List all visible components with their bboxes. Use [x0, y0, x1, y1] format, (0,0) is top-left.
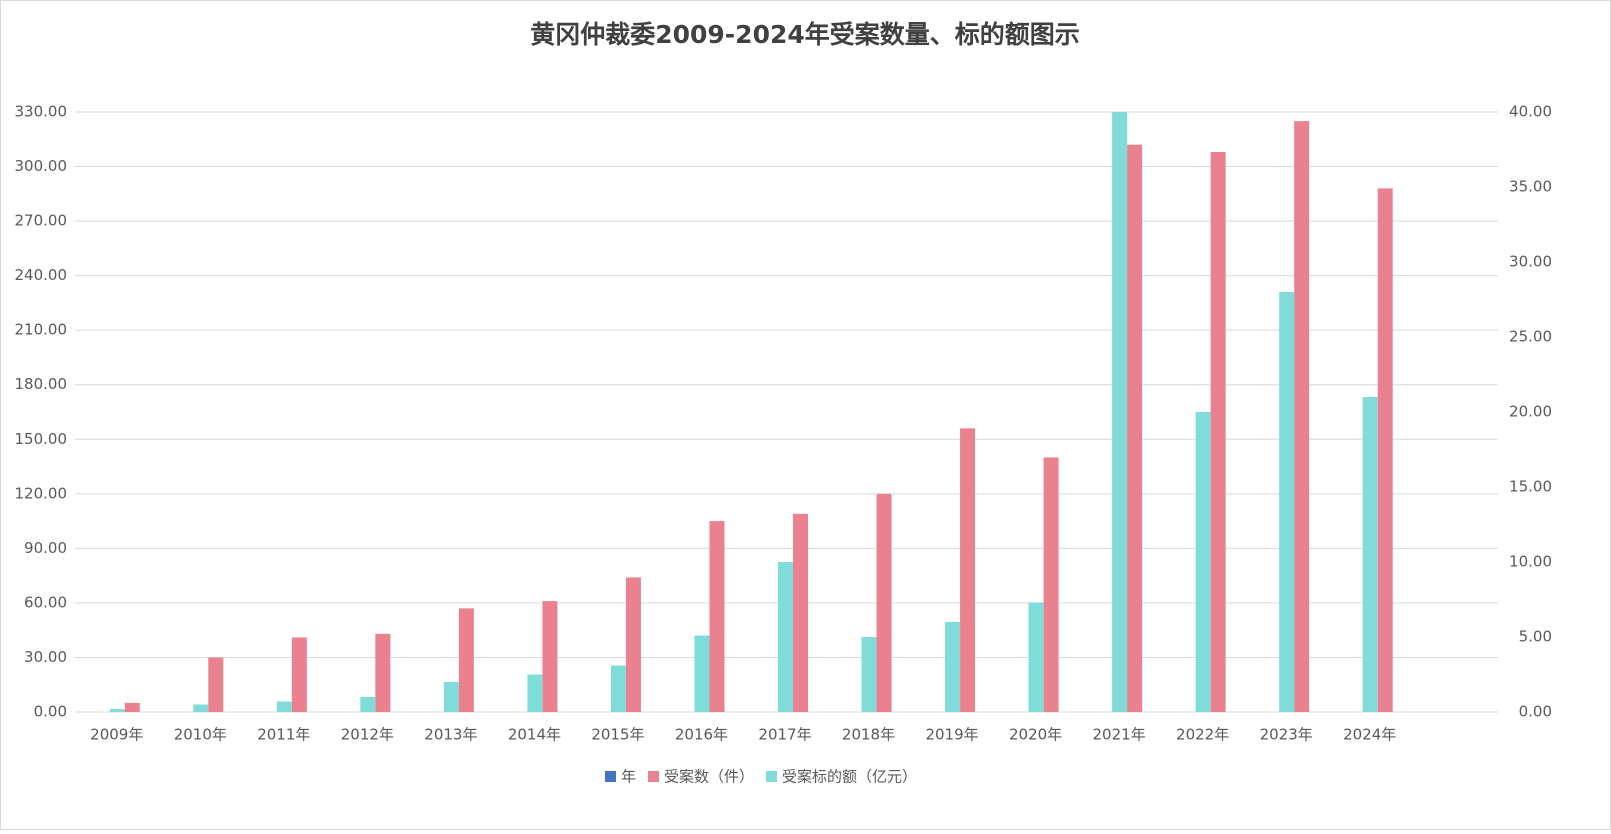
bar: [458, 608, 474, 712]
y2-tick-label: 25.00: [1509, 328, 1552, 346]
y2-tick-label: 5.00: [1519, 628, 1552, 646]
bar: [443, 682, 459, 712]
legend-swatch: [605, 771, 616, 782]
x-tick-label: 2011年: [257, 726, 310, 744]
bar: [1112, 112, 1128, 712]
y-tick-label: 210.00: [15, 321, 68, 339]
bar: [109, 709, 125, 712]
x-tick-label: 2014年: [508, 726, 561, 744]
y-tick-label: 30.00: [24, 648, 67, 666]
x-tick-label: 2020年: [1009, 726, 1062, 744]
y2-tick-label: 30.00: [1509, 253, 1552, 271]
bar: [876, 493, 892, 712]
x-tick-label: 2016年: [675, 726, 728, 744]
x-tick-label: 2010年: [174, 726, 227, 744]
bar: [1377, 188, 1393, 712]
x-tick-label: 2024年: [1343, 726, 1396, 744]
bar: [208, 657, 224, 712]
bar: [360, 697, 376, 712]
y2-tick-label: 35.00: [1509, 178, 1552, 196]
y-tick-label: 90.00: [24, 539, 67, 557]
legend-label: 受案标的额（亿元）: [782, 768, 917, 786]
chart-title: 黄冈仲裁委2009-2024年受案数量、标的额图示: [530, 20, 1080, 49]
bar: [1127, 144, 1143, 712]
y2-tick-label: 0.00: [1519, 703, 1552, 721]
bar: [527, 674, 543, 712]
bar: [625, 577, 641, 712]
bar: [694, 635, 710, 712]
bar: [375, 633, 391, 712]
y-tick-label: 60.00: [24, 593, 67, 611]
y-tick-label: 180.00: [15, 375, 68, 393]
bar: [1028, 602, 1044, 712]
bar: [1279, 292, 1295, 712]
bar: [542, 601, 558, 712]
y-tick-label: 240.00: [15, 266, 68, 284]
y2-tick-label: 40.00: [1509, 103, 1552, 121]
bar: [610, 665, 626, 712]
bar: [193, 704, 209, 712]
y-tick-label: 120.00: [15, 484, 68, 502]
y2-tick-label: 10.00: [1509, 553, 1552, 571]
bar: [778, 562, 793, 712]
x-tick-label: 2023年: [1260, 726, 1313, 744]
y-tick-label: 330.00: [15, 103, 68, 121]
bar: [793, 513, 808, 712]
x-tick-label: 2021年: [1093, 726, 1146, 744]
x-tick-label: 2009年: [90, 726, 143, 744]
x-tick-label: 2017年: [758, 726, 811, 744]
bar: [1294, 121, 1310, 712]
bar: [945, 622, 961, 712]
bar: [1210, 152, 1226, 712]
legend-swatch: [766, 771, 778, 782]
y-tick-label: 150.00: [15, 430, 68, 448]
legend-swatch: [648, 771, 660, 782]
bar: [291, 637, 307, 712]
bar: [861, 637, 877, 712]
bar: [276, 701, 292, 712]
bar: [1043, 457, 1059, 712]
legend-label: 年: [621, 768, 636, 786]
y2-tick-label: 15.00: [1509, 478, 1552, 496]
x-tick-label: 2019年: [925, 726, 978, 744]
y-tick-label: 0.00: [34, 703, 67, 721]
legend-label: 受案数（件）: [664, 768, 754, 786]
x-tick-label: 2015年: [591, 726, 644, 744]
bar: [1362, 397, 1378, 712]
bar: [1195, 412, 1211, 712]
bar: [709, 521, 725, 712]
y-tick-label: 270.00: [15, 212, 68, 230]
bar: [124, 702, 140, 712]
x-tick-label: 2018年: [842, 726, 895, 744]
y-tick-label: 300.00: [15, 157, 68, 175]
x-tick-label: 2022年: [1176, 726, 1229, 744]
x-tick-label: 2012年: [341, 726, 394, 744]
x-tick-label: 2013年: [424, 726, 477, 744]
bar: [960, 428, 976, 712]
y2-tick-label: 20.00: [1509, 403, 1552, 421]
